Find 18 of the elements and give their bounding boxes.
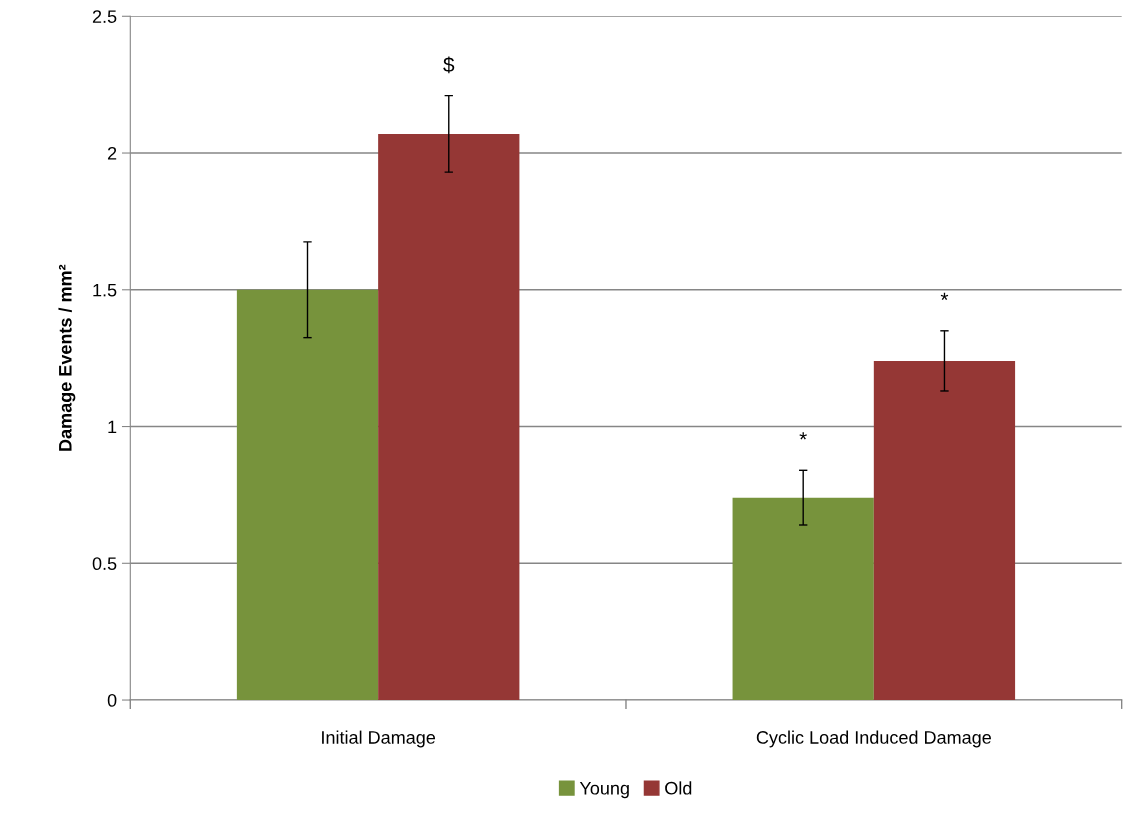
y-tick-label: 2 <box>107 146 117 160</box>
y-tick-label: 2.5 <box>92 10 117 23</box>
annotation: $ <box>443 56 455 74</box>
bar <box>873 360 1016 701</box>
legend-label: Old <box>665 781 692 795</box>
y-tick-label: 1.5 <box>93 283 117 297</box>
annotation: * <box>799 432 807 440</box>
annotation: * <box>940 292 949 301</box>
x-tick-label: Initial Damage <box>322 730 436 748</box>
y-tick-label: 0.5 <box>92 557 117 571</box>
y-tick-label: 1 <box>108 420 117 434</box>
bar <box>236 289 379 701</box>
y-axis-title: Damage Events / mm² <box>58 264 76 451</box>
x-tick-label: Cyclic Load Induced Damage <box>756 730 991 748</box>
bar <box>732 497 874 701</box>
bar <box>378 133 520 701</box>
legend-label: Young <box>579 782 629 799</box>
y-tick-label: 0 <box>107 693 117 707</box>
